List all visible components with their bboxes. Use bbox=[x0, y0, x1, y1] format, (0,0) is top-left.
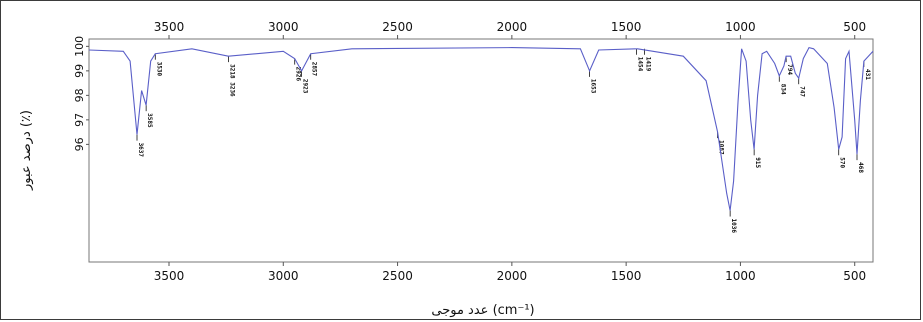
bottom-axis: 3500 3000 2500 2000 1500 1000 500 bbox=[154, 262, 866, 283]
x-tick-label: 3500 bbox=[154, 269, 185, 283]
x-tick-label: 2000 bbox=[497, 269, 528, 283]
peak-label: 2926 bbox=[295, 67, 302, 82]
top-tick-label: 500 bbox=[843, 20, 866, 34]
peak-label: 915 bbox=[754, 157, 761, 168]
peak-label: 834 bbox=[779, 84, 786, 95]
y-tick-label: 99 bbox=[73, 64, 86, 78]
spectrum-line bbox=[88, 46, 874, 211]
top-tick-label: 1000 bbox=[725, 20, 756, 34]
top-tick-label: 3500 bbox=[154, 20, 185, 34]
x-tick-label: 500 bbox=[843, 269, 866, 283]
y-tick-label: 97 bbox=[73, 113, 86, 127]
top-tick-label: 1500 bbox=[611, 20, 642, 34]
peak-label: 468 bbox=[857, 162, 864, 173]
peak-label: 794 bbox=[786, 64, 793, 75]
peak-label: 1087 bbox=[718, 140, 725, 155]
top-axis: 3500 3000 2500 2000 1500 1000 500 bbox=[154, 20, 866, 39]
x-tick-label: 3000 bbox=[268, 269, 299, 283]
peak-label: 1036 bbox=[730, 219, 737, 234]
peak-label: 1454 bbox=[636, 57, 643, 72]
y-tick-label: 98 bbox=[73, 88, 86, 102]
peak-label: 3530 bbox=[155, 62, 162, 77]
peak-label: 3218 3236 bbox=[228, 64, 235, 97]
peak-label: 1419 bbox=[644, 57, 651, 72]
peak-label: 747 bbox=[799, 86, 806, 97]
top-tick-label: 3000 bbox=[268, 20, 299, 34]
x-tick-label: 2500 bbox=[382, 269, 413, 283]
y-axis-title: درصد عبور (٪) bbox=[19, 110, 34, 191]
peak-label: 3637 bbox=[137, 143, 144, 158]
peak-label: 3585 bbox=[146, 113, 153, 128]
peak-label: 1653 bbox=[590, 79, 597, 94]
y-tick-label: 100 bbox=[73, 36, 86, 57]
peak-label: 570 bbox=[839, 157, 846, 168]
peak-label: 2857 bbox=[311, 62, 318, 77]
top-tick-label: 2500 bbox=[382, 20, 413, 34]
x-tick-label: 1000 bbox=[725, 269, 756, 283]
x-tick-label: 1500 bbox=[611, 269, 642, 283]
y-axis: 100 99 98 97 96 bbox=[73, 36, 89, 151]
x-axis-title: عدد موجی (cm⁻¹) bbox=[431, 303, 534, 318]
plot-area bbox=[88, 38, 874, 263]
peak-label: 431 bbox=[864, 69, 871, 80]
y-tick-label: 96 bbox=[73, 137, 86, 151]
top-tick-label: 2000 bbox=[497, 20, 528, 34]
peak-label: 2923 bbox=[302, 79, 309, 94]
